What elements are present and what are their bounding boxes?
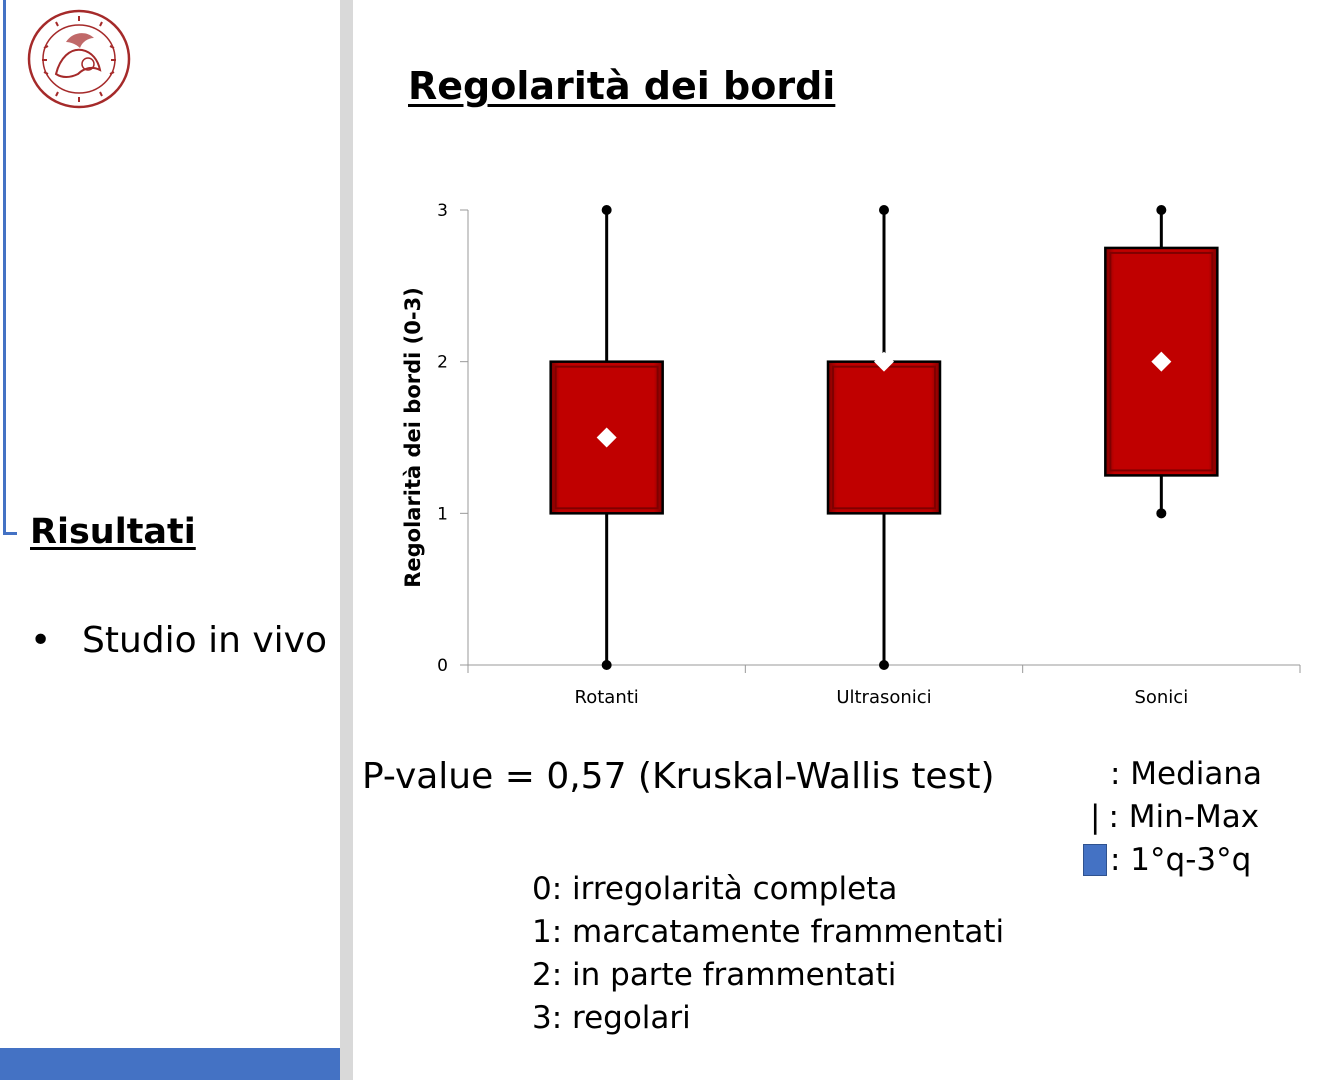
x-tick-label: Sonici <box>1134 687 1188 708</box>
bullet-item: • Studio in vivo <box>30 620 327 661</box>
legend-median-label: : Mediana <box>1110 756 1263 792</box>
median-marker <box>1151 351 1172 372</box>
legend-minmax-label: : Min-Max <box>1108 799 1260 835</box>
y-tick-label: 0 <box>437 656 448 676</box>
x-tick-label: Rotanti <box>575 687 639 708</box>
median-marker <box>596 427 617 448</box>
legend-minmax: | : Min-Max <box>1090 799 1259 835</box>
sidebar: Risultati • Studio in vivo <box>0 0 340 1080</box>
seal-icon <box>27 9 131 109</box>
max-point <box>1156 205 1167 215</box>
x-tick-label: Ultrasonici <box>836 687 931 708</box>
quartile-box <box>826 360 942 515</box>
accent-line-hook <box>3 532 17 535</box>
min-point <box>601 660 612 670</box>
scale-item-2: 2: in parte frammentati <box>532 957 897 993</box>
y-axis-title: Regolarità dei bordi (0-3) <box>401 287 425 588</box>
scale-item-1: 1: marcatamente frammentati <box>532 914 1005 950</box>
legend-quartiles-label: : 1°q-3°q <box>1110 842 1252 878</box>
bullet-marker: • <box>30 620 52 661</box>
min-point <box>1156 508 1167 519</box>
quartile-box-bevel <box>1109 251 1214 472</box>
y-tick-label: 1 <box>437 504 448 524</box>
min-point <box>879 660 889 670</box>
scale-item-3: 3: regolari <box>532 1000 691 1036</box>
vertical-divider <box>340 0 353 1080</box>
bottom-accent-bar <box>0 1048 340 1080</box>
box-plot-chart: 0 1 2 3 Regolarità dei bordi (0-3) Rotanti Ult… <box>401 201 1301 708</box>
scale-item-0: 0: irregolarità completa <box>532 871 898 907</box>
quartile-swatch <box>1083 844 1107 876</box>
max-point <box>879 205 889 215</box>
page-title: Regolarità dei bordi <box>408 64 836 108</box>
quartile-box-bevel <box>554 365 659 510</box>
max-point <box>601 205 612 215</box>
y-tick-label: 2 <box>437 353 448 373</box>
y-tick-label: 3 <box>437 201 448 221</box>
p-value-text: P-value = 0,57 (Kruskal-Wallis test) <box>362 756 995 797</box>
minmax-glyph: | <box>1090 799 1101 835</box>
section-title: Risultati <box>30 512 196 552</box>
median-marker <box>874 351 894 372</box>
accent-line <box>3 0 6 535</box>
bullet-text: Studio in vivo <box>82 620 328 661</box>
scale-legend: 0: irregolarità completa 1: marcatamente… <box>532 868 1004 1040</box>
legend-quartiles: : 1°q-3°q <box>1083 842 1251 878</box>
legend-median: : Mediana <box>1110 756 1262 792</box>
